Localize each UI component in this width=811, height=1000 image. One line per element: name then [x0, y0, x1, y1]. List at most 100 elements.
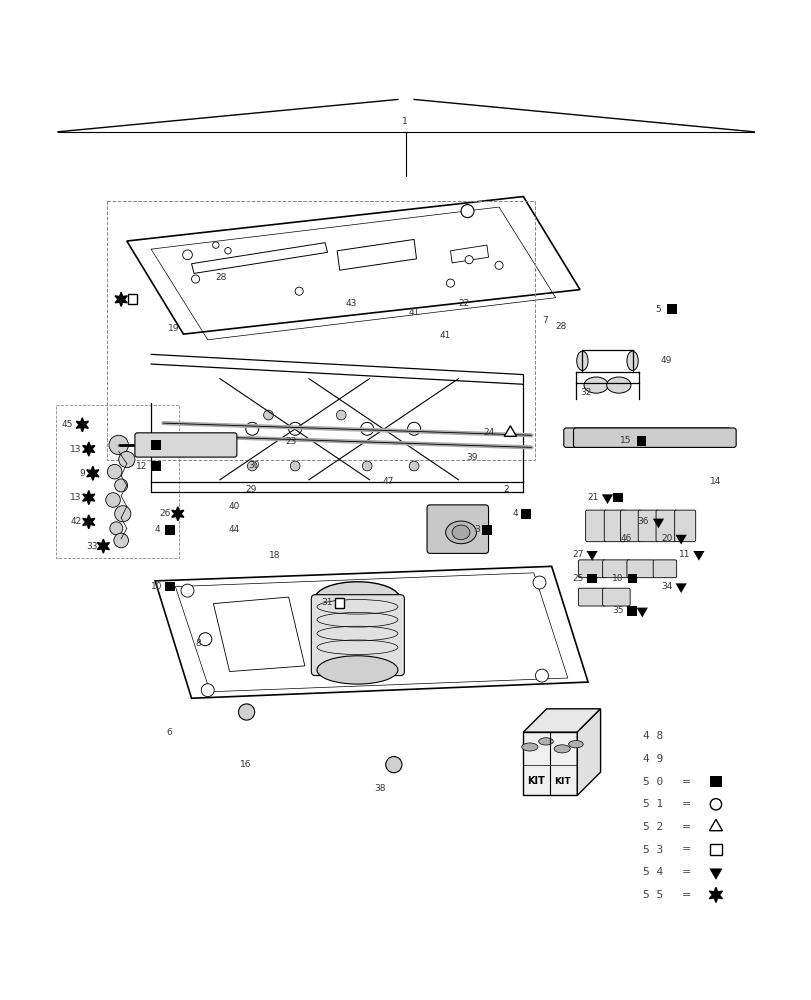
Bar [521, 509, 530, 519]
Text: 38: 38 [374, 784, 385, 793]
Bar [165, 582, 174, 591]
Circle shape [247, 461, 257, 471]
Polygon shape [76, 418, 88, 432]
Ellipse shape [445, 521, 476, 544]
Text: 10: 10 [611, 574, 623, 583]
Text: 44: 44 [229, 525, 240, 534]
Text: 41: 41 [439, 331, 450, 340]
Polygon shape [97, 539, 109, 553]
Ellipse shape [538, 738, 552, 745]
Text: 19: 19 [168, 324, 179, 333]
Polygon shape [523, 709, 600, 732]
Bar [626, 606, 636, 616]
Ellipse shape [316, 656, 397, 684]
Bar [127, 294, 137, 304]
Text: 42: 42 [70, 517, 81, 526]
Polygon shape [83, 491, 95, 505]
Text: 46: 46 [620, 534, 631, 543]
Ellipse shape [568, 741, 582, 748]
Text: =: = [681, 822, 690, 832]
Text: 34: 34 [660, 582, 672, 591]
Polygon shape [709, 887, 722, 902]
Text: 28: 28 [555, 322, 566, 331]
Polygon shape [83, 442, 95, 456]
Text: 18: 18 [268, 551, 281, 560]
Text: 8: 8 [195, 639, 200, 648]
Text: 5 0: 5 0 [642, 777, 663, 787]
FancyBboxPatch shape [655, 510, 676, 542]
Bar [667, 304, 676, 314]
FancyBboxPatch shape [563, 428, 730, 447]
FancyBboxPatch shape [311, 595, 404, 676]
Text: 9: 9 [79, 469, 85, 478]
Circle shape [238, 704, 255, 720]
Circle shape [446, 279, 454, 287]
Text: 45: 45 [62, 420, 73, 429]
Circle shape [710, 799, 721, 810]
Text: 4: 4 [155, 525, 161, 534]
Text: 5 1: 5 1 [642, 799, 663, 809]
Ellipse shape [576, 351, 587, 371]
Text: 4 9: 4 9 [642, 754, 663, 764]
Text: 31: 31 [321, 598, 333, 607]
Circle shape [362, 461, 371, 471]
Text: 2: 2 [503, 485, 508, 494]
Circle shape [114, 479, 127, 492]
Text: =: = [681, 777, 690, 787]
Text: 5 2: 5 2 [642, 822, 663, 832]
Text: 10: 10 [151, 582, 162, 591]
Circle shape [264, 410, 273, 420]
Text: 21: 21 [586, 493, 598, 502]
Ellipse shape [553, 745, 569, 753]
Circle shape [336, 410, 345, 420]
Text: 16: 16 [240, 760, 251, 769]
Circle shape [199, 633, 212, 646]
FancyBboxPatch shape [577, 560, 605, 578]
FancyBboxPatch shape [626, 560, 654, 578]
Text: 40: 40 [229, 502, 240, 511]
Text: 27: 27 [572, 550, 583, 559]
Polygon shape [171, 507, 183, 521]
Bar [627, 574, 637, 583]
Circle shape [294, 287, 303, 295]
Text: 12: 12 [135, 462, 147, 471]
Text: 33: 33 [86, 542, 97, 551]
Circle shape [225, 248, 231, 254]
Polygon shape [83, 515, 95, 529]
Text: 4 8: 4 8 [642, 731, 663, 741]
Circle shape [288, 422, 301, 435]
FancyBboxPatch shape [427, 505, 488, 553]
Text: 29: 29 [245, 485, 256, 494]
Bar [710, 776, 721, 787]
Text: 47: 47 [382, 477, 393, 486]
Text: 5 4: 5 4 [642, 867, 663, 877]
Text: 5 5: 5 5 [642, 890, 663, 900]
Ellipse shape [583, 377, 607, 393]
FancyBboxPatch shape [637, 510, 659, 542]
Text: 25: 25 [572, 574, 583, 583]
Circle shape [107, 464, 122, 479]
Text: 13: 13 [70, 493, 81, 502]
Ellipse shape [606, 377, 630, 393]
Text: 11: 11 [679, 550, 690, 559]
Circle shape [534, 669, 547, 682]
Polygon shape [523, 732, 577, 795]
Text: =: = [681, 867, 690, 877]
Circle shape [118, 451, 135, 468]
Text: 49: 49 [660, 356, 672, 365]
Circle shape [290, 461, 299, 471]
Text: 32: 32 [579, 388, 590, 397]
Text: 41: 41 [408, 308, 419, 317]
Polygon shape [87, 466, 99, 480]
Circle shape [181, 584, 194, 597]
Bar [586, 574, 596, 583]
Ellipse shape [452, 525, 470, 540]
Bar [151, 440, 161, 450]
Text: =: = [681, 799, 690, 809]
Text: 30: 30 [248, 461, 260, 470]
Circle shape [212, 242, 219, 248]
Ellipse shape [626, 351, 637, 371]
FancyBboxPatch shape [602, 560, 629, 578]
Text: 43: 43 [345, 299, 356, 308]
Text: =: = [681, 890, 690, 900]
